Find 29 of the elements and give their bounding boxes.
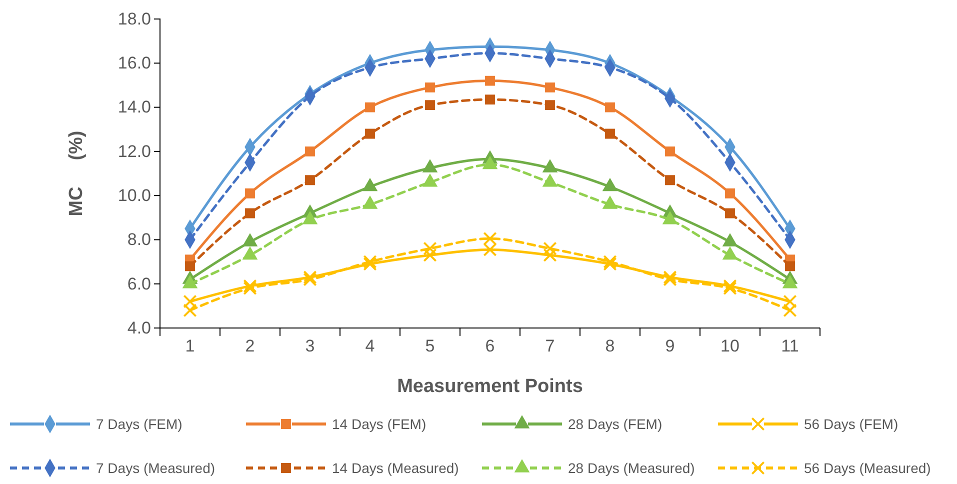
- x-tick-label: 8: [605, 336, 615, 356]
- legend-label: 56 Days (FEM): [804, 416, 898, 432]
- legend-label: 7 Days (FEM): [96, 416, 182, 432]
- x-tick-label: 4: [365, 336, 375, 356]
- x-tick-label: 10: [720, 336, 740, 356]
- y-tick-label: 10.0: [118, 186, 151, 206]
- y-tick-label: 8.0: [127, 230, 151, 250]
- legend-label: 7 Days (Measured): [96, 460, 216, 476]
- x-tick-label: 6: [485, 336, 495, 356]
- y-tick-label: 16.0: [118, 54, 151, 73]
- x-tick-label: 3: [305, 336, 315, 356]
- y-tick-label: 14.0: [118, 98, 151, 117]
- x-axis-title: Measurement Points: [397, 376, 583, 397]
- legend-label: 28 Days (Measured): [568, 460, 695, 476]
- x-tick-label: 1: [185, 336, 195, 356]
- y-tick-label: 18.0: [118, 9, 151, 28]
- y-tick-label: 6.0: [127, 274, 151, 294]
- x-tick-label: 9: [665, 336, 675, 356]
- y-tick-label: 12.0: [118, 142, 151, 161]
- x-tick-label: 11: [781, 336, 799, 356]
- x-tick-label: 5: [425, 336, 435, 356]
- x-tick-label: 2: [245, 336, 255, 356]
- y-axis-title: MC (%): [66, 130, 87, 216]
- legend-label: 28 Days (FEM): [568, 416, 662, 432]
- legend-label: 14 Days (Measured): [332, 460, 459, 476]
- y-tick-label: 4.0: [127, 318, 151, 338]
- legend-label: 56 Days (Measured): [804, 460, 931, 476]
- legend-label: 14 Days (FEM): [332, 416, 426, 432]
- x-tick-label: 7: [545, 336, 555, 356]
